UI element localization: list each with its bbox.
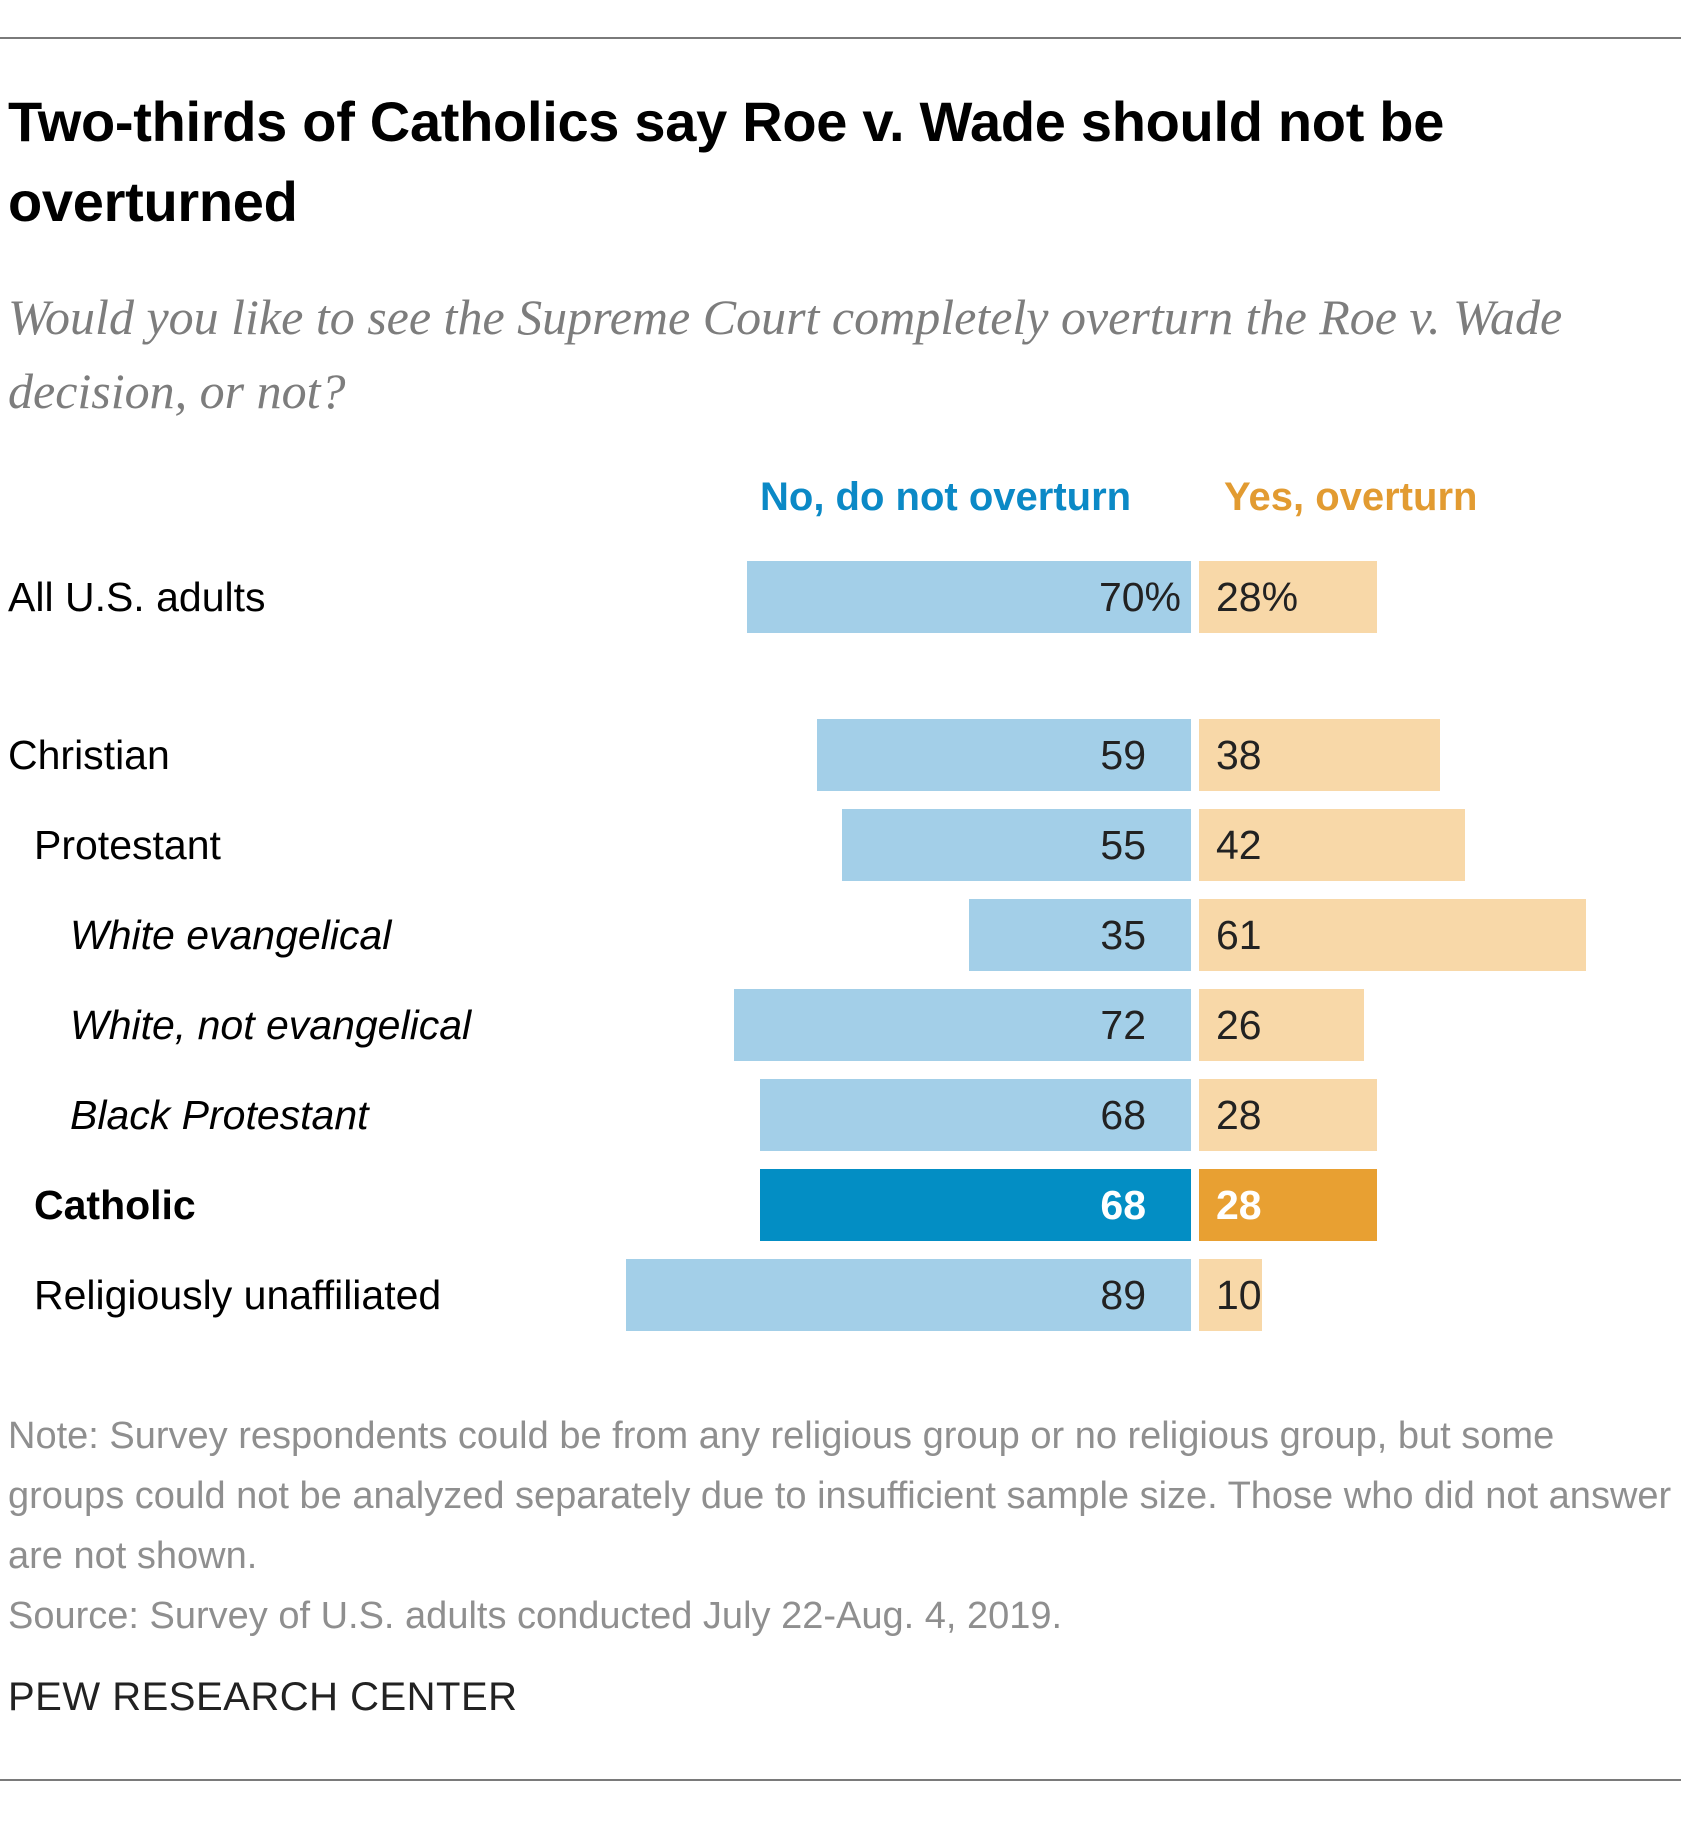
bar-no-overturn bbox=[759, 1079, 1191, 1151]
value-label-no: 68 bbox=[1100, 1182, 1146, 1228]
bar-no-overturn bbox=[734, 989, 1191, 1061]
bar-no-overturn bbox=[626, 1259, 1191, 1331]
legend-no-overturn: No, do not overturn bbox=[760, 475, 1132, 519]
value-label-yes: 28% bbox=[1216, 574, 1299, 620]
row-label: All U.S. adults bbox=[8, 574, 266, 620]
value-label-yes: 61 bbox=[1216, 912, 1262, 958]
value-label-yes: 28 bbox=[1216, 1092, 1262, 1138]
chart-title: Two-thirds of Catholics say Roe v. Wade … bbox=[8, 90, 1445, 233]
bar-yes-overturn bbox=[1199, 1169, 1377, 1241]
source-text: Source: Survey of U.S. adults conducted … bbox=[8, 1595, 1063, 1637]
bar-no-overturn bbox=[968, 899, 1191, 971]
row-label: Protestant bbox=[34, 822, 221, 868]
note-text: Note: Survey respondents could be from a… bbox=[8, 1415, 1672, 1577]
value-label-no: 89 bbox=[1100, 1272, 1146, 1318]
chart-subtitle: Would you like to see the Supreme Court … bbox=[8, 289, 1563, 419]
value-label-no: 35 bbox=[1100, 912, 1146, 958]
row-label: Religiously unaffiliated bbox=[34, 1272, 442, 1318]
bar-yes-overturn bbox=[1199, 1079, 1377, 1151]
value-label-yes: 26 bbox=[1216, 1002, 1262, 1048]
bottom-rule bbox=[0, 1779, 1681, 1781]
value-label-no: 70% bbox=[1098, 574, 1181, 620]
value-label-yes: 28 bbox=[1216, 1182, 1262, 1228]
pew-research-center-logo: PEW RESEARCH CENTER bbox=[8, 1675, 518, 1719]
row-label: Christian bbox=[8, 732, 170, 778]
bar-yes-overturn bbox=[1199, 1259, 1263, 1331]
value-label-no: 68 bbox=[1100, 1092, 1146, 1138]
value-label-yes: 42 bbox=[1216, 822, 1262, 868]
value-label-no: 55 bbox=[1100, 822, 1146, 868]
bar-yes-overturn bbox=[1199, 899, 1587, 971]
value-label-yes: 10 bbox=[1216, 1272, 1262, 1318]
row-label: White evangelical bbox=[70, 912, 392, 958]
bar-no-overturn bbox=[816, 719, 1191, 791]
bar-no-overturn bbox=[746, 561, 1191, 633]
bar-yes-overturn bbox=[1199, 989, 1364, 1061]
chart-note: Note: Survey respondents could be from a… bbox=[8, 1406, 1673, 1646]
value-label-no: 59 bbox=[1100, 732, 1146, 778]
row-label: Black Protestant bbox=[70, 1092, 369, 1138]
value-label-yes: 38 bbox=[1216, 732, 1262, 778]
bar-no-overturn bbox=[759, 1169, 1191, 1241]
bar-yes-overturn bbox=[1199, 809, 1466, 881]
row-label: White, not evangelical bbox=[70, 1002, 472, 1048]
row-label: Catholic bbox=[34, 1182, 196, 1228]
value-label-no: 72 bbox=[1100, 1002, 1146, 1048]
legend-yes-overturn: Yes, overturn bbox=[1224, 475, 1478, 519]
bar-yes-overturn bbox=[1199, 561, 1377, 633]
top-rule bbox=[0, 37, 1681, 39]
bar-no-overturn bbox=[842, 809, 1191, 881]
bar-yes-overturn bbox=[1199, 719, 1441, 791]
